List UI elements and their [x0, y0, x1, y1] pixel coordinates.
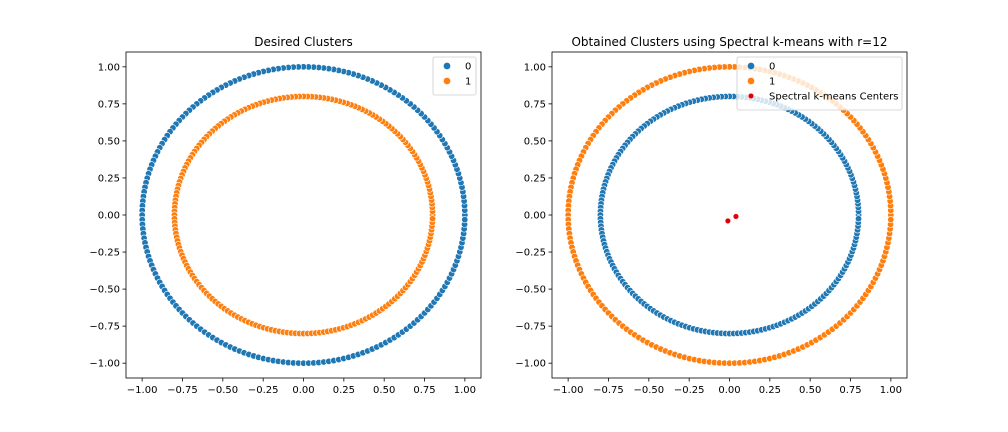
y-tick-label: −1.00 [515, 359, 546, 370]
legend: 01 [432, 56, 477, 96]
y-tick-label: −0.75 [89, 322, 120, 333]
y-tick-label: 1.00 [524, 62, 546, 73]
y-axis: −1.00 −0.75 −0.50 −0.25 0.00 0.25 0.50 0.75 1.00 [89, 62, 126, 370]
x-tick-label: −0.50 [633, 385, 664, 396]
x-tick-label: 0.50 [799, 385, 821, 396]
data-point [429, 215, 437, 223]
y-tick-label: −0.50 [89, 285, 120, 296]
x-tick-label: 0.00 [292, 385, 314, 396]
series-1 [170, 92, 437, 338]
x-axis: −1.00 −0.75 −0.50 −0.25 0.00 0.25 0.50 0.75 1.00 [553, 378, 902, 396]
data-point [855, 215, 863, 223]
y-tick-label: −0.75 [515, 322, 546, 333]
scatter-points [138, 63, 469, 367]
center-point [724, 217, 731, 224]
x-tick-label: 0.75 [413, 385, 435, 396]
x-tick-label: −1.00 [553, 385, 584, 396]
x-axis: −1.00 −0.75 −0.50 −0.25 0.00 0.25 0.50 0.75 1.00 [127, 378, 476, 396]
legend-label: Spectral k-means Centers [769, 92, 898, 103]
y-tick-label: 1.00 [98, 62, 120, 73]
y-tick-label: 0.75 [524, 99, 546, 110]
y-tick-label: 0.25 [98, 173, 120, 184]
legend-marker [443, 62, 451, 70]
y-tick-label: −0.25 [515, 248, 546, 259]
y-tick-label: 0.00 [524, 211, 546, 222]
chart-title: Desired Clusters [254, 35, 353, 49]
legend-box [736, 56, 903, 111]
legend-label: 0 [769, 62, 775, 73]
y-tick-label: −0.25 [89, 248, 120, 259]
y-tick-label: 0.25 [524, 173, 546, 184]
y-tick-label: 0.75 [98, 99, 120, 110]
series-0 [138, 63, 469, 367]
x-tick-label: 1.00 [454, 385, 476, 396]
x-tick-label: 0.00 [718, 385, 740, 396]
y-tick-label: 0.00 [98, 211, 120, 222]
x-tick-label: −0.25 [674, 385, 705, 396]
x-tick-label: 0.25 [333, 385, 355, 396]
y-tick-label: −0.50 [515, 285, 546, 296]
data-point [461, 216, 469, 224]
y-axis: −1.00 −0.75 −0.50 −0.25 0.00 0.25 0.50 0.75 1.00 [515, 62, 552, 370]
y-tick-label: 0.50 [98, 136, 120, 147]
x-tick-label: −0.50 [207, 385, 238, 396]
y-tick-label: −1.00 [89, 359, 120, 370]
subplot-desired-clusters: Desired Clusters −1.00 −0.75 −0.50 −0.25 0.0… [89, 35, 482, 396]
legend: 0 1 Spectral k-means Centers [736, 56, 903, 111]
legend-marker [747, 77, 755, 85]
chart-title: Obtained Clusters using Spectral k-means… [571, 35, 887, 49]
x-tick-label: 0.75 [839, 385, 861, 396]
legend-marker [443, 77, 451, 85]
subplot-obtained-clusters: Obtained Clusters using Spectral k-means… [515, 35, 908, 396]
x-tick-label: 0.25 [759, 385, 781, 396]
legend-label: 1 [465, 77, 471, 88]
x-tick-label: 1.00 [880, 385, 902, 396]
legend-marker [747, 92, 755, 100]
legend-marker [747, 62, 755, 70]
x-tick-label: 0.50 [373, 385, 395, 396]
x-tick-label: −0.75 [167, 385, 198, 396]
x-tick-label: −0.75 [593, 385, 624, 396]
data-point [887, 216, 895, 224]
center-point [732, 213, 740, 220]
legend-label: 1 [769, 77, 775, 88]
x-tick-label: −1.00 [127, 385, 158, 396]
x-tick-label: −0.25 [248, 385, 279, 396]
y-tick-label: 0.50 [524, 136, 546, 147]
legend-label: 0 [465, 62, 471, 73]
